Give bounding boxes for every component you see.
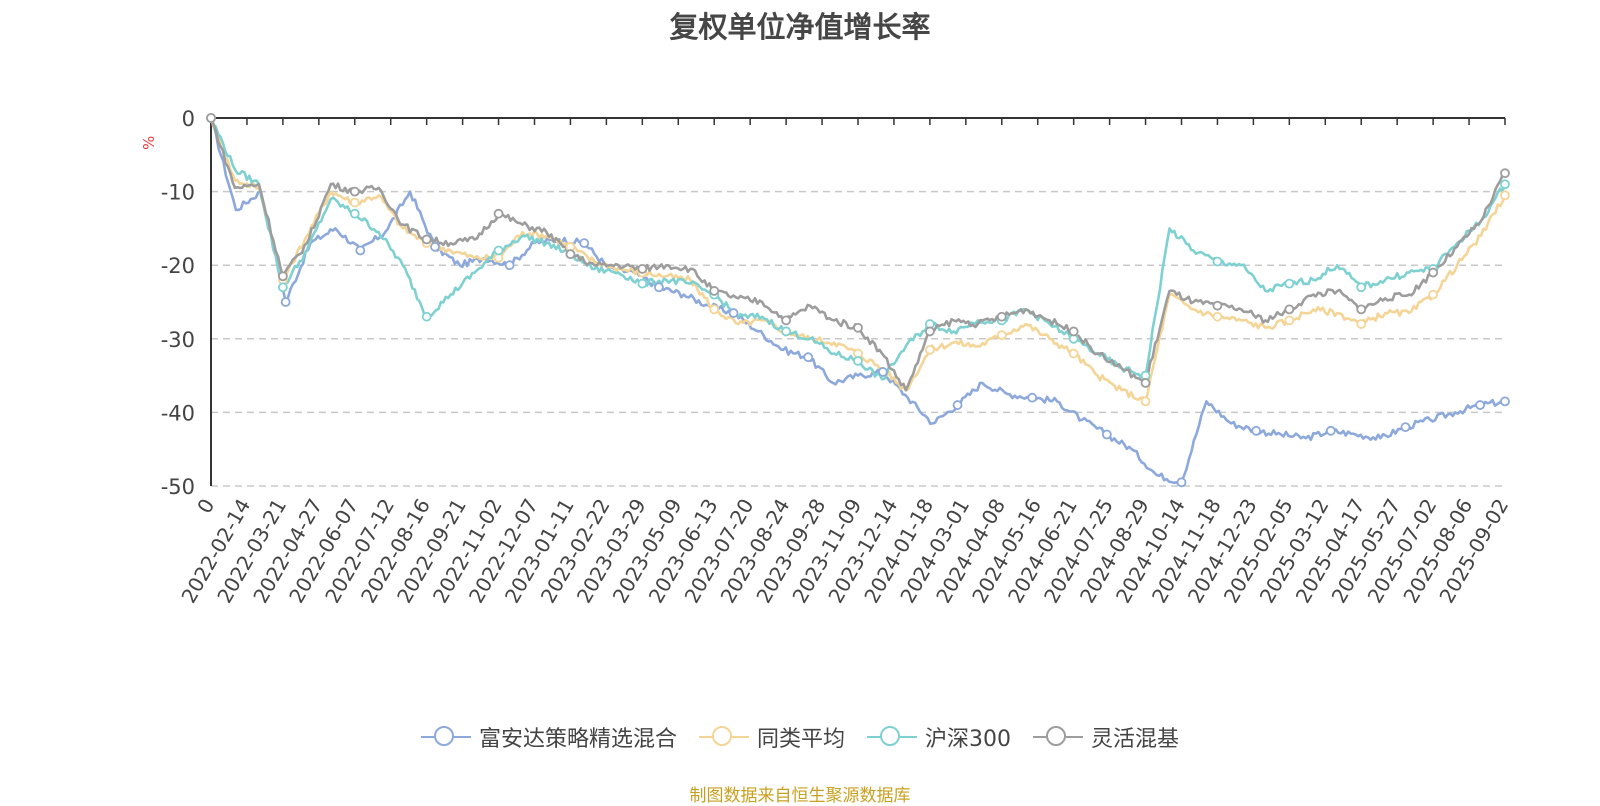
data-point <box>1400 422 1411 433</box>
axes <box>210 117 1506 486</box>
data-point <box>853 322 863 333</box>
data-point <box>1428 289 1439 300</box>
y-tick-label: -40 <box>161 401 195 425</box>
data-point <box>1356 304 1367 315</box>
data-point <box>1500 190 1510 201</box>
data-point <box>1500 179 1510 190</box>
legend-marker-icon <box>698 725 749 749</box>
data-point <box>1212 300 1223 311</box>
data-point <box>1101 429 1112 440</box>
data-point <box>349 186 360 197</box>
legend-marker-icon <box>420 725 471 749</box>
data-point <box>565 249 576 260</box>
data-point <box>493 208 504 219</box>
data-point <box>579 238 590 249</box>
y-tick-label: -10 <box>161 181 195 205</box>
data-point <box>654 282 664 293</box>
data-point <box>781 326 792 337</box>
data-point <box>280 297 291 307</box>
y-tick-label: -30 <box>161 328 195 352</box>
data-point <box>1176 477 1187 488</box>
legend-label: 沪深300 <box>925 727 1011 752</box>
data-point <box>1284 315 1295 326</box>
tick-labels: 0-10-20-30-40-5002022-02-142022-03-21202… <box>161 107 1514 607</box>
grid-lines <box>211 190 1505 487</box>
series-markers <box>206 113 1510 488</box>
data-point <box>1140 378 1151 388</box>
legend-label: 富安达策略精选混合 <box>478 727 677 752</box>
data-point <box>1356 282 1367 293</box>
data-point <box>952 400 963 410</box>
data-point <box>1251 425 1262 436</box>
legend-item[interactable]: 同类平均 <box>698 721 845 753</box>
data-point <box>277 282 288 293</box>
chart-title: 复权单位净值增长率 <box>669 10 931 44</box>
source-note: 制图数据来自恒生聚源数据库 <box>689 786 911 806</box>
data-point <box>1140 396 1151 407</box>
data-point <box>421 234 432 245</box>
data-point <box>206 113 216 123</box>
legend-item[interactable]: 沪深300 <box>867 721 1011 753</box>
data-point <box>1068 326 1079 337</box>
y-tick-label: -50 <box>161 475 195 499</box>
data-point <box>1500 396 1510 407</box>
data-point <box>493 245 504 256</box>
legend-marker-icon <box>1033 725 1083 749</box>
data-point <box>1325 425 1336 436</box>
data-point <box>430 241 440 252</box>
legend-label: 同类平均 <box>756 727 845 752</box>
data-point <box>1284 278 1295 289</box>
y-tick-label: 0 <box>182 107 195 131</box>
data-point <box>1212 311 1223 322</box>
data-point <box>349 197 360 208</box>
series-line <box>209 117 1507 381</box>
legend-marker-icon <box>867 725 917 749</box>
data-point <box>637 263 648 274</box>
data-point <box>728 308 739 318</box>
data-point <box>709 286 720 296</box>
data-point <box>996 330 1007 341</box>
data-point <box>637 278 648 289</box>
data-point <box>1428 267 1439 278</box>
data-point <box>504 260 515 271</box>
data-point <box>355 245 366 256</box>
data-point <box>996 311 1007 322</box>
data-point <box>277 271 288 282</box>
legend-item[interactable]: 富安达策略精选混合 <box>420 721 677 753</box>
data-point <box>349 208 360 219</box>
legend: 富安达策略精选混合 同类平均 沪深300 灵活混基 <box>0 720 1600 754</box>
legend-label: 灵活混基 <box>1091 727 1180 752</box>
data-point <box>1212 256 1223 267</box>
data-point <box>853 355 863 366</box>
data-point <box>803 352 814 363</box>
data-point <box>1356 319 1367 329</box>
y-tick-label: -20 <box>161 254 195 278</box>
data-point <box>877 367 888 377</box>
data-point <box>1068 348 1079 359</box>
data-point <box>1500 168 1510 179</box>
data-point <box>421 311 432 322</box>
data-point <box>1027 392 1038 403</box>
series-line <box>209 117 1506 486</box>
series-lines <box>209 117 1507 486</box>
data-point <box>1475 400 1486 410</box>
data-point <box>781 315 792 326</box>
data-point <box>1284 304 1295 315</box>
x-tick-label: 0 <box>192 495 219 518</box>
data-point <box>709 304 720 315</box>
legend-item[interactable]: 灵活混基 <box>1033 721 1179 753</box>
data-point <box>924 326 935 337</box>
data-point <box>924 344 935 355</box>
